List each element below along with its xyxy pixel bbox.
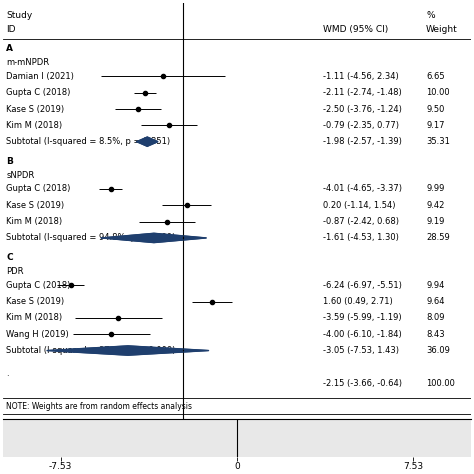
Text: 28.59: 28.59 xyxy=(426,234,450,242)
Text: -2.11 (-2.74, -1.48): -2.11 (-2.74, -1.48) xyxy=(323,88,402,97)
Text: 35.31: 35.31 xyxy=(426,137,450,146)
Text: Wang H (2019): Wang H (2019) xyxy=(6,330,69,339)
Text: ID: ID xyxy=(6,25,16,34)
Text: -0.87 (-2.42, 0.68): -0.87 (-2.42, 0.68) xyxy=(323,217,400,226)
Text: Study: Study xyxy=(6,11,33,20)
Text: .: . xyxy=(6,369,9,378)
Text: m-mNPDR: m-mNPDR xyxy=(6,58,49,67)
Text: Subtotal (I-squared = 8.5%, p = 0.351): Subtotal (I-squared = 8.5%, p = 0.351) xyxy=(6,137,171,146)
Text: 9.50: 9.50 xyxy=(426,105,445,114)
Text: 9.42: 9.42 xyxy=(426,201,445,210)
Text: 36.09: 36.09 xyxy=(426,346,450,355)
Text: 8.43: 8.43 xyxy=(426,330,445,339)
Text: %: % xyxy=(426,11,435,20)
Text: -0.79 (-2.35, 0.77): -0.79 (-2.35, 0.77) xyxy=(323,121,400,130)
Text: -4.00 (-6.10, -1.84): -4.00 (-6.10, -1.84) xyxy=(323,330,402,339)
Text: 0.20 (-1.14, 1.54): 0.20 (-1.14, 1.54) xyxy=(323,201,396,210)
Text: 9.19: 9.19 xyxy=(426,217,445,226)
Text: Kim M (2018): Kim M (2018) xyxy=(6,313,63,322)
Text: A: A xyxy=(6,44,13,53)
Text: 9.99: 9.99 xyxy=(426,184,445,193)
Text: 9.94: 9.94 xyxy=(426,281,445,290)
Text: -2.15 (-3.66, -0.64): -2.15 (-3.66, -0.64) xyxy=(323,379,402,388)
Text: Kase S (2019): Kase S (2019) xyxy=(6,297,64,306)
Text: C: C xyxy=(6,253,13,262)
Text: Weight: Weight xyxy=(426,25,458,34)
Text: -4.01 (-4.65, -3.37): -4.01 (-4.65, -3.37) xyxy=(323,184,402,193)
Text: Subtotal (I-squared = 97.8%, p = 0.000): Subtotal (I-squared = 97.8%, p = 0.000) xyxy=(6,346,176,355)
Text: -1.98 (-2.57, -1.39): -1.98 (-2.57, -1.39) xyxy=(323,137,402,146)
Polygon shape xyxy=(137,137,158,146)
Text: -3.59 (-5.99, -1.19): -3.59 (-5.99, -1.19) xyxy=(323,313,402,322)
Text: -2.50 (-3.76, -1.24): -2.50 (-3.76, -1.24) xyxy=(323,105,402,114)
Text: 1.60 (0.49, 2.71): 1.60 (0.49, 2.71) xyxy=(323,297,393,306)
Text: PDR: PDR xyxy=(6,267,24,276)
Text: Kase S (2019): Kase S (2019) xyxy=(6,105,64,114)
Text: Kase S (2019): Kase S (2019) xyxy=(6,201,64,210)
Text: Damian I (2021): Damian I (2021) xyxy=(6,72,74,81)
Text: Gupta C (2018): Gupta C (2018) xyxy=(6,281,71,290)
Text: Gupta C (2018): Gupta C (2018) xyxy=(6,184,71,193)
Text: Gupta C (2018): Gupta C (2018) xyxy=(6,88,71,97)
Polygon shape xyxy=(47,346,209,355)
Text: WMD (95% CI): WMD (95% CI) xyxy=(323,25,389,34)
Text: NOTE: Weights are from random effects analysis: NOTE: Weights are from random effects an… xyxy=(6,401,192,410)
Text: 8.09: 8.09 xyxy=(426,313,445,322)
Text: 10.00: 10.00 xyxy=(426,88,450,97)
Text: Kim M (2018): Kim M (2018) xyxy=(6,217,63,226)
Text: Kim M (2018): Kim M (2018) xyxy=(6,121,63,130)
Text: 6.65: 6.65 xyxy=(426,72,445,81)
Polygon shape xyxy=(101,233,206,243)
Text: -1.11 (-4.56, 2.34): -1.11 (-4.56, 2.34) xyxy=(323,72,399,81)
Text: -6.24 (-6.97, -5.51): -6.24 (-6.97, -5.51) xyxy=(323,281,402,290)
Text: 9.64: 9.64 xyxy=(426,297,445,306)
Text: 100.00: 100.00 xyxy=(426,379,455,388)
Text: sNPDR: sNPDR xyxy=(6,171,35,180)
Text: Subtotal (I-squared = 94.8%, p = 0.000): Subtotal (I-squared = 94.8%, p = 0.000) xyxy=(6,234,176,242)
Text: B: B xyxy=(6,157,13,166)
Text: 9.17: 9.17 xyxy=(426,121,445,130)
Text: -3.05 (-7.53, 1.43): -3.05 (-7.53, 1.43) xyxy=(323,346,400,355)
Text: -1.61 (-4.53, 1.30): -1.61 (-4.53, 1.30) xyxy=(323,234,400,242)
